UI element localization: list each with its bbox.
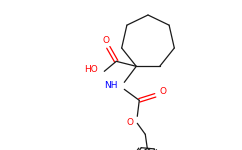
- Text: HO: HO: [84, 65, 98, 74]
- Text: O: O: [127, 118, 134, 127]
- Text: O: O: [160, 87, 167, 96]
- Text: NH: NH: [105, 81, 118, 90]
- Text: O: O: [103, 36, 110, 45]
